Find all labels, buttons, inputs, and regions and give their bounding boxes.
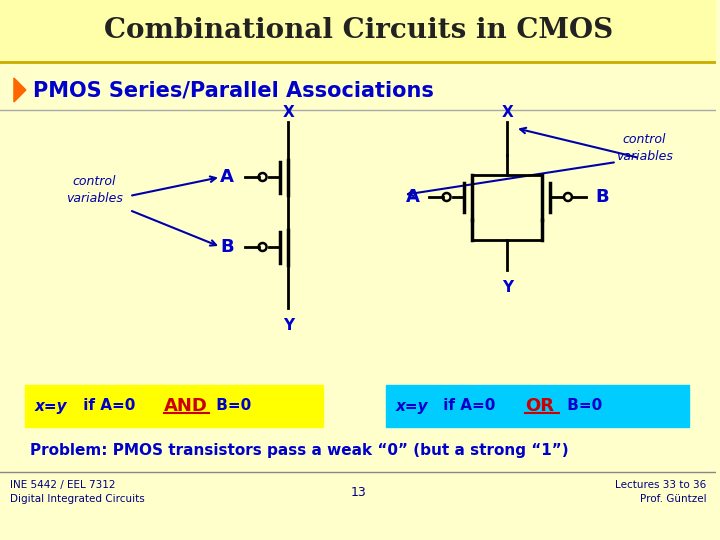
Text: Lectures 33 to 36
Prof. Güntzel: Lectures 33 to 36 Prof. Güntzel (615, 480, 706, 504)
Text: B=0: B=0 (211, 399, 251, 414)
Text: A: A (406, 188, 420, 206)
Text: PMOS Series/Parallel Associations: PMOS Series/Parallel Associations (33, 80, 433, 100)
Text: INE 5442 / EEL 7312
Digital Integrated Circuits: INE 5442 / EEL 7312 Digital Integrated C… (10, 480, 145, 504)
Text: Y: Y (502, 280, 513, 295)
Text: OR: OR (525, 397, 554, 415)
Text: X: X (282, 105, 294, 120)
Polygon shape (14, 78, 26, 102)
Text: x=y: x=y (396, 399, 428, 414)
Text: if A=0: if A=0 (78, 399, 140, 414)
Text: B: B (595, 188, 608, 206)
Bar (25, 385, 323, 427)
Text: 13: 13 (350, 485, 366, 498)
Text: x=y: x=y (35, 399, 68, 414)
Text: AND: AND (164, 397, 208, 415)
Text: if A=0: if A=0 (438, 399, 500, 414)
Text: Y: Y (283, 318, 294, 333)
Text: B: B (220, 238, 233, 256)
Text: A: A (220, 168, 234, 186)
Text: Problem: PMOS transistors pass a weak “0” (but a strong “1”): Problem: PMOS transistors pass a weak “0… (30, 442, 569, 457)
Text: X: X (501, 105, 513, 120)
Text: control
variables: control variables (616, 133, 673, 163)
Text: Combinational Circuits in CMOS: Combinational Circuits in CMOS (104, 17, 613, 44)
Text: B=0: B=0 (562, 399, 602, 414)
Bar (386, 385, 689, 427)
Bar (0, 0, 716, 62)
Text: control
variables: control variables (66, 175, 123, 205)
